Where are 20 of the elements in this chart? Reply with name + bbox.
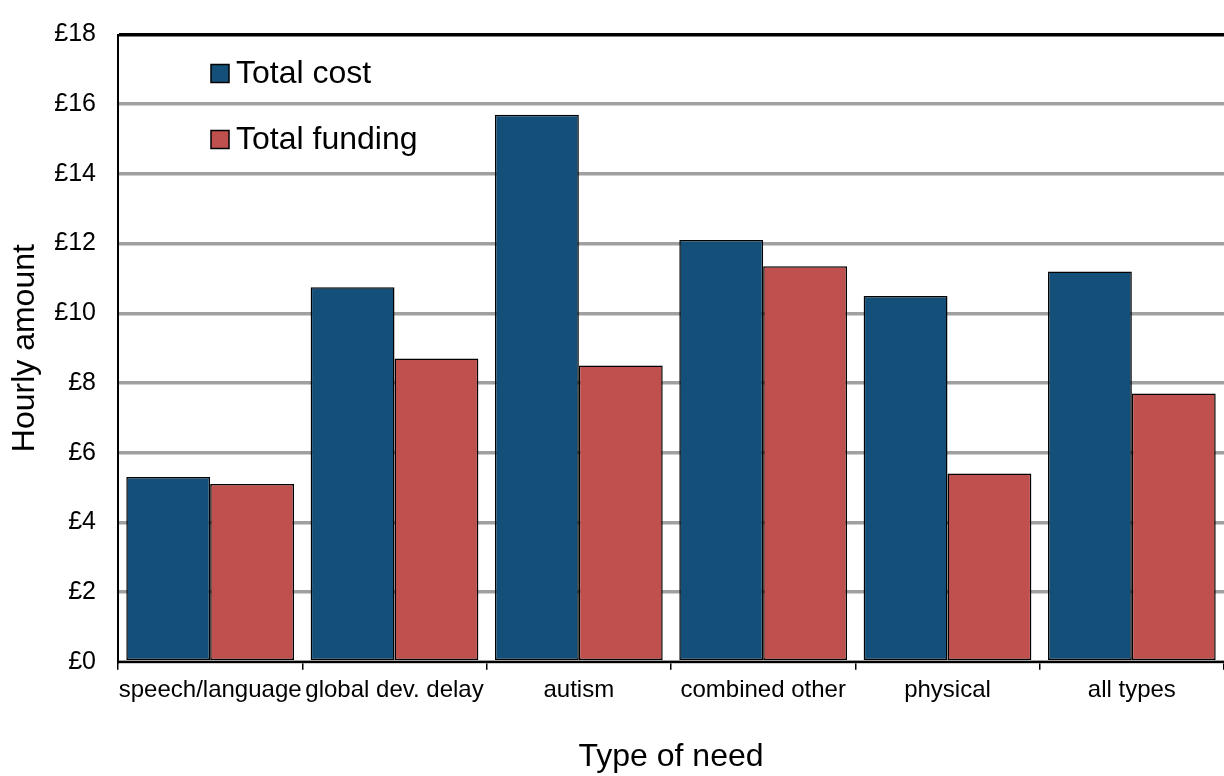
y-tick-label: £0 <box>68 645 96 674</box>
y-tick-label: £18 <box>54 18 96 47</box>
y-axis-title: Hourly amount <box>5 243 42 453</box>
x-tick-label: all types <box>1087 674 1176 702</box>
x-tick-label: combined other <box>680 674 846 702</box>
x-tick-label: autism <box>543 674 615 702</box>
y-tick-label: £4 <box>68 506 97 535</box>
y-tick-label: £12 <box>54 227 96 256</box>
y-tick-label: £10 <box>54 297 96 326</box>
x-tick-label: global dev. delay <box>305 674 484 702</box>
x-tick-label: speech/language <box>118 674 302 702</box>
y-tick-label: £8 <box>68 366 96 395</box>
y-tick-label: £6 <box>68 436 96 465</box>
legend-label: Total funding <box>236 120 418 157</box>
x-axis-title: Type of need <box>578 736 764 773</box>
y-tick-label: £16 <box>54 88 96 117</box>
y-tick-label: £2 <box>68 575 96 604</box>
legend-label: Total cost <box>236 54 372 91</box>
y-tick-label: £14 <box>54 157 97 186</box>
x-tick-label: physical <box>904 674 991 702</box>
